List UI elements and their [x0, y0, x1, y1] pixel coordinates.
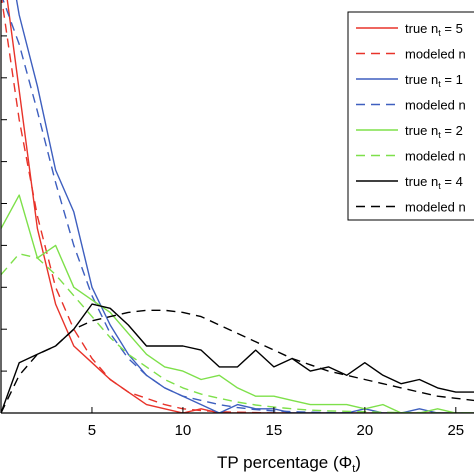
- series-line-4: [2, 0, 474, 413]
- legend-label-5: true nt = 2: [405, 123, 463, 140]
- legend-label-7: true nt = 4: [405, 174, 463, 191]
- x-axis-label: TP percentage (Φt): [217, 453, 361, 474]
- legend-label-1: true nt = 5: [405, 21, 463, 38]
- series-line-1: [6, 0, 474, 413]
- x-tick-label-15: 15: [266, 422, 283, 439]
- x-axis-label-close: ): [355, 453, 361, 472]
- legend-label-2: modeled n: [405, 47, 466, 62]
- legend-label-8: modeled n: [405, 200, 466, 215]
- x-tick-label-10: 10: [175, 422, 192, 439]
- x-axis-label-sub: t: [352, 463, 355, 474]
- series-line-8: [0, 309, 474, 413]
- x-tick-label-5: 5: [88, 422, 96, 439]
- x-tick-label-20: 20: [357, 422, 374, 439]
- series-line-2: [1, 0, 474, 413]
- legend-box: [347, 11, 474, 221]
- series-line-7: [0, 303, 474, 413]
- x-axis-label-main: TP percentage (Φ: [217, 453, 352, 472]
- series-line-3: [15, 0, 474, 413]
- legend-label-3: true nt = 1: [405, 72, 463, 89]
- legend-label-4: modeled n: [405, 98, 466, 113]
- x-tick-label-25: 25: [447, 422, 464, 439]
- legend-label-6: modeled n: [405, 149, 466, 164]
- legend: true nt = 5 modeled n true nt = 1 modeled n…: [347, 11, 474, 221]
- series-line-5: [0, 194, 474, 413]
- axes-layer: 5 10 15 20 25: [0, 0, 474, 439]
